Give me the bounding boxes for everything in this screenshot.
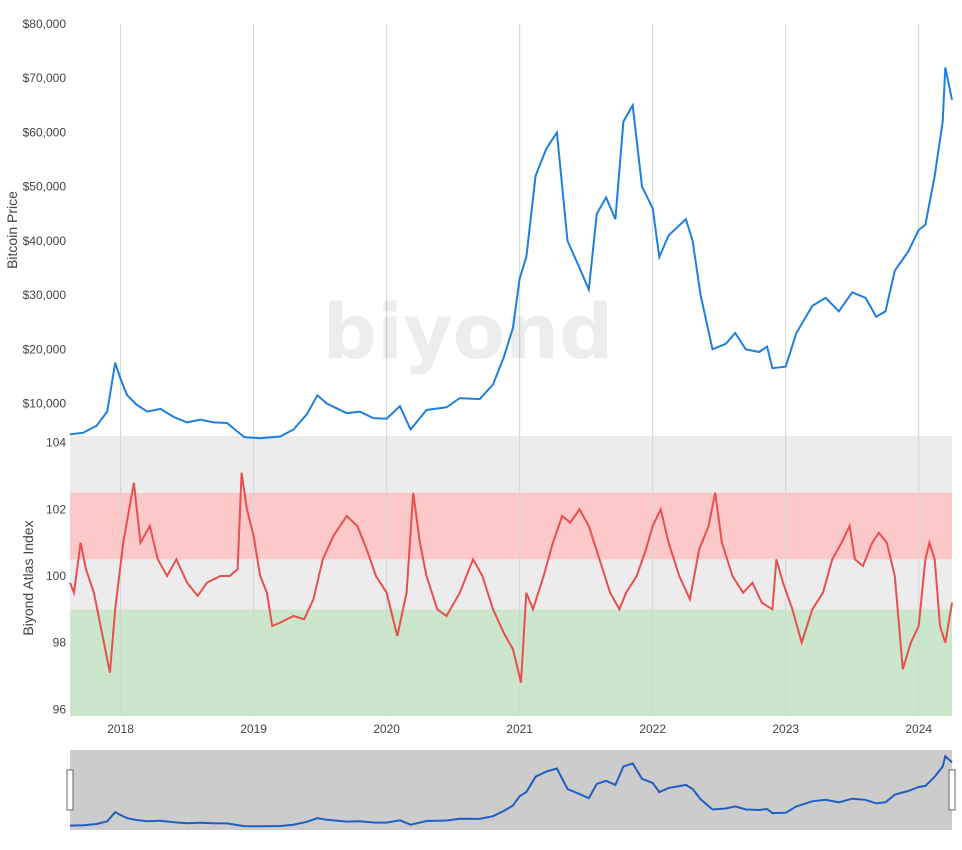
x-tick-label: 2018 <box>107 722 134 736</box>
index-band-grey <box>70 436 952 493</box>
price-y-tick-label: $50,000 <box>23 180 67 194</box>
index-series-line <box>69 472 953 683</box>
navigator-handle-left[interactable] <box>66 769 74 811</box>
x-tick-label: 2022 <box>639 722 666 736</box>
index-y-tick-label: 98 <box>53 636 67 650</box>
price-series-line <box>69 67 953 440</box>
x-tick-label: 2024 <box>905 722 932 736</box>
index-y-tick-label: 96 <box>53 702 67 716</box>
vertical-gridlines <box>120 24 920 716</box>
navigator-series-line <box>69 754 953 828</box>
x-tick-label: 2019 <box>240 722 267 736</box>
price-y-tick-label: $70,000 <box>23 71 67 85</box>
price-y-tick-label: $10,000 <box>23 396 67 410</box>
x-tick-label: 2021 <box>506 722 533 736</box>
x-tick-label: 2020 <box>373 722 400 736</box>
index-y-tick-label: 100 <box>46 569 66 583</box>
price-y-tick-label: $20,000 <box>23 342 67 356</box>
index-bands <box>70 436 952 716</box>
navigator-handle-right[interactable] <box>948 769 956 811</box>
price-y-axis-title: Bitcoin Price <box>4 191 20 269</box>
x-axis: 2018 2019 2020 2021 2022 2023 2024 <box>107 722 932 736</box>
watermark: biyond <box>323 287 614 376</box>
price-y-tick-label: $30,000 <box>23 288 67 302</box>
index-y-tick-label: 104 <box>46 436 66 450</box>
index-y-tick-label: 102 <box>46 502 66 516</box>
range-navigator[interactable] <box>66 750 956 830</box>
index-band-red <box>70 492 952 560</box>
price-y-axis: $10,000 $20,000 $30,000 $40,000 $50,000 $60,0… <box>23 17 67 410</box>
index-band-green <box>70 609 952 716</box>
index-y-axis-title: Biyond Atlas Index <box>20 520 36 635</box>
price-y-tick-label: $80,000 <box>23 17 67 31</box>
index-band-grey <box>70 559 952 610</box>
index-y-axis: 96 98 100 102 104 <box>46 436 66 717</box>
price-y-tick-label: $60,000 <box>23 125 67 139</box>
navigator-background <box>70 750 952 830</box>
price-y-tick-label: $40,000 <box>23 234 67 248</box>
x-tick-label: 2023 <box>772 722 799 736</box>
